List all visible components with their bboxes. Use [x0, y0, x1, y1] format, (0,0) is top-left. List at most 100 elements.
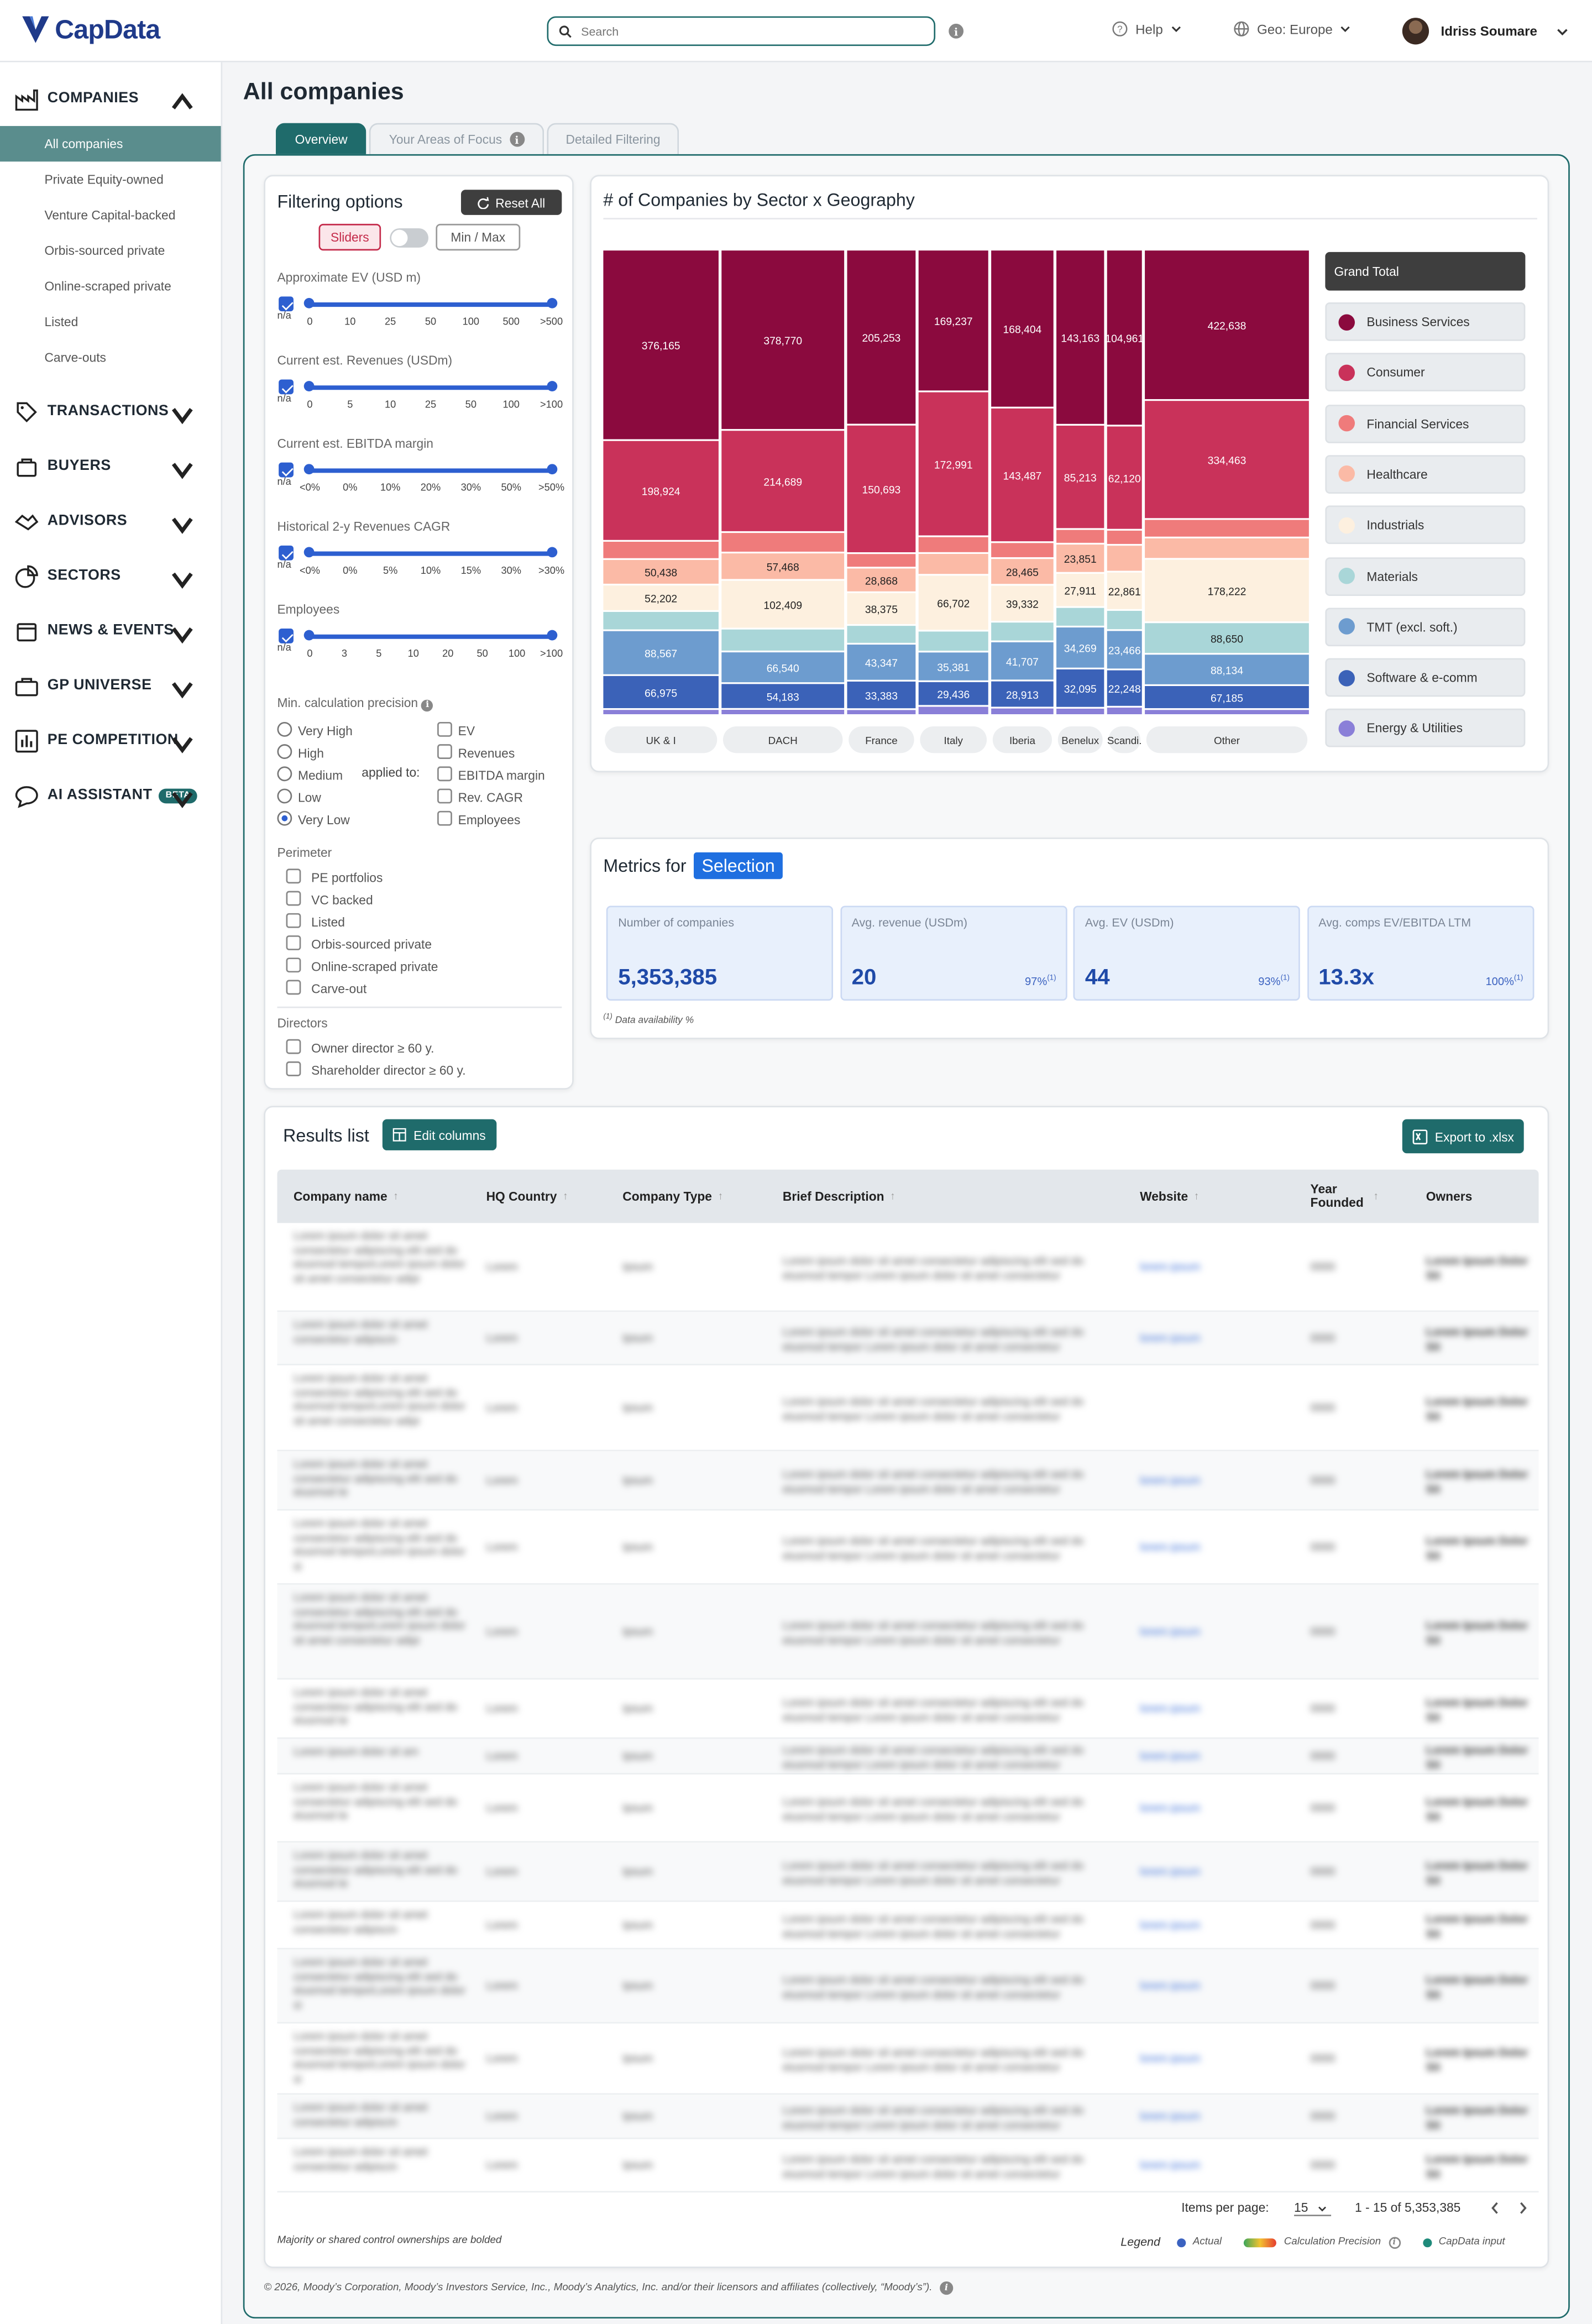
legend-item[interactable]: Energy & Utilities [1325, 709, 1526, 748]
legend-item[interactable]: Business Services [1325, 302, 1526, 341]
bar-segment[interactable] [721, 629, 845, 651]
bar-segment[interactable] [1056, 669, 1104, 707]
include-na-checkbox[interactable] [279, 628, 294, 643]
legend-item[interactable]: Software & e-comm [1325, 658, 1526, 697]
bar-segment[interactable] [1145, 686, 1309, 709]
category-pill[interactable] [722, 726, 843, 753]
bar-segment[interactable] [918, 575, 988, 630]
bar-segment[interactable] [1056, 708, 1104, 714]
bar-segment[interactable] [721, 580, 845, 628]
website-cell[interactable]: lorem.ipsum [1140, 1260, 1201, 1274]
slider-min-handle[interactable] [303, 547, 315, 558]
bar-segment[interactable] [991, 250, 1054, 407]
sidebar-item-vc-backed[interactable]: Venture Capital-backed [44, 207, 176, 223]
column-header[interactable]: Brief Description ↑ [783, 1170, 896, 1223]
director-checkbox[interactable] [286, 1061, 301, 1076]
perimeter-checkbox[interactable] [286, 913, 301, 928]
bar-segment[interactable] [991, 708, 1054, 714]
bar-segment[interactable] [1056, 627, 1104, 668]
table-row[interactable]: Lorem ipsum dolor sit amet consectetur a… [277, 2095, 1539, 2139]
table-row[interactable]: Lorem ipsum dolor sit amet consectetur a… [277, 1223, 1539, 1312]
bar-segment[interactable] [1056, 250, 1104, 424]
export-xlsx-button[interactable]: Export to .xlsx [1402, 1119, 1525, 1154]
company-name-cell[interactable]: Lorem ipsum dolor sit amet consectetur a… [293, 1371, 465, 1427]
category-pill[interactable] [1057, 726, 1103, 753]
director-checkbox[interactable] [286, 1039, 301, 1054]
applied-field-checkbox[interactable] [437, 744, 452, 759]
bar-segment[interactable] [847, 554, 916, 567]
slider-max-handle[interactable] [547, 464, 558, 475]
bar-segment[interactable] [603, 611, 719, 630]
bar-segment[interactable] [1056, 545, 1104, 572]
sidebar-item-pe-owned[interactable]: Private Equity-owned [44, 172, 164, 187]
bar-segment[interactable] [1107, 631, 1142, 669]
perimeter-checkbox[interactable] [286, 980, 301, 995]
website-cell[interactable]: lorem.ipsum [1140, 1540, 1201, 1554]
sidebar-section-ai-assistant[interactable]: AI ASSISTANT BETA [0, 768, 221, 823]
company-name-cell[interactable]: Lorem ipsum dolor sit amet consectetur a… [293, 1685, 458, 1728]
tab-areas-of-focus[interactable]: Your Areas of Focus i [369, 123, 544, 154]
bar-segment[interactable] [847, 425, 916, 552]
slider-track[interactable] [308, 384, 552, 389]
bar-segment[interactable] [918, 392, 988, 536]
reset-all-button[interactable]: Reset All [460, 190, 562, 215]
bar-segment[interactable] [1107, 546, 1142, 571]
company-name-cell[interactable]: Lorem ipsum dolor sit amet consectetur a… [293, 2145, 428, 2173]
perimeter-checkbox[interactable] [286, 868, 301, 884]
bar-segment[interactable] [1056, 530, 1104, 543]
category-pill[interactable] [920, 726, 987, 753]
precision-radio[interactable] [277, 744, 292, 759]
tab-detailed-filtering[interactable]: Detailed Filtering [546, 123, 680, 154]
table-row[interactable]: Lorem ipsum dolor sit amet consectetur a… [277, 2023, 1539, 2095]
website-cell[interactable]: lorem.ipsum [1140, 1473, 1201, 1487]
column-header[interactable]: Website ↑ [1140, 1170, 1199, 1223]
tab-overview[interactable]: Overview [275, 123, 367, 154]
bar-segment[interactable] [603, 710, 719, 714]
category-pill[interactable] [849, 726, 914, 753]
bar-segment[interactable] [918, 682, 988, 705]
legend-item[interactable]: TMT (excl. soft.) [1325, 607, 1526, 646]
info-icon[interactable]: i [421, 699, 433, 711]
bar-segment[interactable] [847, 681, 916, 709]
table-row[interactable]: Lorem ipsum dolor sit amet consectetur a… [277, 1949, 1539, 2024]
precision-radio[interactable] [277, 810, 292, 826]
perimeter-checkbox[interactable] [286, 891, 301, 906]
stacked-bar-chart[interactable]: 376,165 198,924 50,438 52,202 88,567 66,975 UK… [591, 176, 1551, 774]
include-na-checkbox[interactable] [279, 545, 294, 561]
search-box[interactable] [547, 16, 936, 46]
column-header[interactable]: Owners [1426, 1170, 1473, 1223]
bar-segment[interactable] [721, 684, 845, 708]
bar-segment[interactable] [1056, 425, 1104, 528]
table-row[interactable]: Lorem ipsum dolor sit amet consectetur a… [277, 1451, 1539, 1511]
sidebar-section-advisors[interactable]: ADVISORS [0, 494, 221, 548]
applied-field-checkbox[interactable] [437, 766, 452, 782]
bar-segment[interactable] [603, 585, 719, 610]
user-menu[interactable]: Idriss Soumare [1402, 18, 1568, 45]
info-icon[interactable]: i [939, 2281, 953, 2295]
bar-segment[interactable] [991, 408, 1054, 542]
bar-segment[interactable] [991, 559, 1054, 584]
bar-segment[interactable] [1145, 520, 1309, 537]
bar-segment[interactable] [1145, 623, 1309, 653]
bar-segment[interactable] [1145, 710, 1309, 714]
website-cell[interactable]: lorem.ipsum [1140, 1801, 1201, 1815]
bar-segment[interactable] [918, 554, 988, 574]
table-row[interactable]: Lorem ipsum dolor sit amet consectetur a… [277, 1312, 1539, 1365]
bar-segment[interactable] [1145, 250, 1309, 399]
capdata-logo[interactable]: CapData [21, 13, 160, 46]
bar-segment[interactable] [991, 622, 1054, 641]
slider-track[interactable] [308, 301, 552, 306]
bar-segment[interactable] [603, 631, 719, 674]
precision-radio[interactable] [277, 788, 292, 804]
company-name-cell[interactable]: Lorem ipsum dolor sit amet consectetur a… [293, 1848, 458, 1891]
bar-segment[interactable] [721, 710, 845, 714]
bar-segment[interactable] [991, 585, 1054, 621]
table-row[interactable]: Lorem ipsum dolor sit amet consectetur a… [277, 1511, 1539, 1585]
include-na-checkbox[interactable] [279, 379, 294, 395]
search-info-icon[interactable]: i [949, 23, 964, 39]
company-name-cell[interactable]: Lorem ipsum dolor sit amet consectetur a… [293, 1908, 428, 1935]
next-page-icon[interactable] [1518, 2201, 1528, 2215]
slider-max-handle[interactable] [547, 381, 558, 391]
include-na-checkbox[interactable] [279, 296, 294, 312]
mode-toggle[interactable] [390, 228, 428, 248]
